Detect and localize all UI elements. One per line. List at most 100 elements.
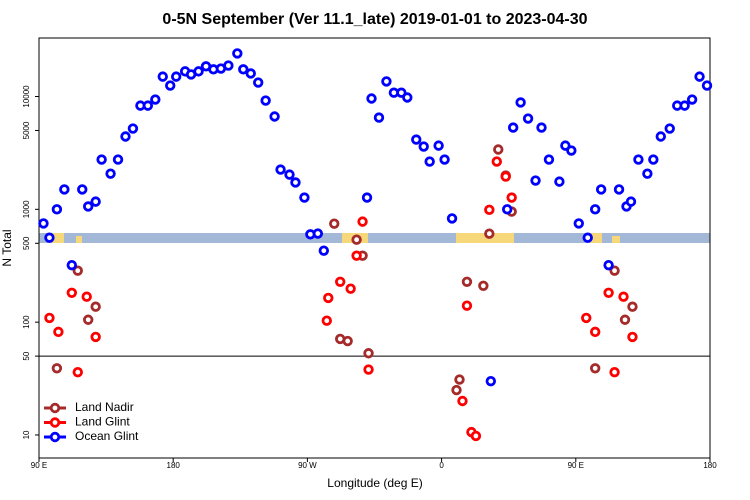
point (260, 95, 271, 106)
point (72, 265, 83, 276)
point (51, 363, 63, 374)
point (573, 218, 584, 229)
y-tick-label: 10 (22, 430, 31, 439)
point (345, 283, 356, 294)
point (530, 175, 541, 186)
y-tick-label: 10000 (22, 85, 31, 108)
y-tick-label: 5000 (22, 121, 31, 139)
point (402, 92, 413, 103)
point (284, 169, 295, 180)
point (439, 154, 450, 165)
point (238, 64, 249, 75)
point (694, 71, 705, 82)
point (485, 375, 497, 387)
point (269, 111, 280, 122)
point (655, 131, 666, 142)
point (543, 154, 555, 165)
x-tick-label: 0 (439, 461, 444, 470)
point (493, 144, 504, 155)
point (581, 312, 592, 324)
point (484, 228, 495, 239)
point (589, 204, 601, 215)
point (81, 291, 92, 302)
point (59, 184, 70, 195)
point (582, 232, 593, 243)
point (589, 363, 601, 374)
point (252, 77, 264, 88)
point (446, 213, 458, 224)
legend-label: Ocean Glint (75, 429, 139, 443)
point (90, 196, 101, 207)
y-tick-label: 50 (22, 351, 31, 360)
point (357, 216, 368, 227)
point (363, 364, 374, 375)
point (335, 276, 346, 287)
point (461, 276, 473, 287)
point (625, 196, 637, 207)
point (112, 154, 124, 165)
point (627, 331, 638, 343)
point (51, 204, 63, 215)
y-tick-label: 500 (22, 236, 31, 250)
land-ocean-strip (39, 233, 710, 243)
point (454, 374, 465, 385)
point (451, 384, 462, 396)
point (648, 154, 659, 165)
point (609, 367, 620, 378)
x-axis-label: Longitude (deg E) (327, 476, 422, 490)
point (105, 168, 116, 179)
point (245, 68, 256, 79)
chart-title: 0-5N September (Ver 11.1_late) 2019-01-0… (162, 11, 587, 28)
plot-frame (38, 37, 711, 459)
point (411, 134, 422, 145)
point (38, 218, 49, 229)
point (664, 123, 675, 134)
point (603, 259, 614, 271)
point (329, 218, 340, 229)
point (232, 48, 243, 59)
y-axis-label: N Total (0, 229, 14, 266)
point (627, 301, 638, 312)
point (290, 177, 301, 188)
point (90, 301, 101, 312)
point (491, 156, 502, 167)
point (618, 291, 629, 302)
point (515, 97, 526, 108)
point (363, 348, 374, 359)
point (299, 192, 310, 203)
point (478, 280, 489, 291)
point (351, 234, 362, 245)
x-tick-label: 90 E (568, 461, 584, 470)
legend-label: Land Glint (75, 415, 130, 429)
point (566, 145, 577, 156)
point (66, 287, 78, 299)
point (44, 232, 55, 243)
point (223, 60, 234, 71)
point (686, 94, 698, 105)
point (165, 80, 176, 91)
point (90, 331, 101, 343)
point (418, 141, 429, 152)
point (96, 154, 107, 165)
point (323, 292, 334, 304)
y-tick-label: 100 (22, 315, 31, 329)
legend-marker (49, 417, 61, 428)
point (157, 71, 168, 82)
point (589, 326, 601, 338)
point (536, 122, 547, 133)
point (461, 300, 473, 311)
point (53, 326, 64, 338)
point (613, 184, 625, 195)
point (595, 184, 607, 195)
point (275, 164, 286, 175)
point (127, 123, 139, 134)
legend-marker (49, 431, 61, 443)
point (507, 122, 519, 133)
point (500, 171, 511, 182)
point (150, 94, 161, 105)
point (72, 367, 83, 378)
point (318, 245, 330, 256)
legend-marker (49, 402, 61, 414)
